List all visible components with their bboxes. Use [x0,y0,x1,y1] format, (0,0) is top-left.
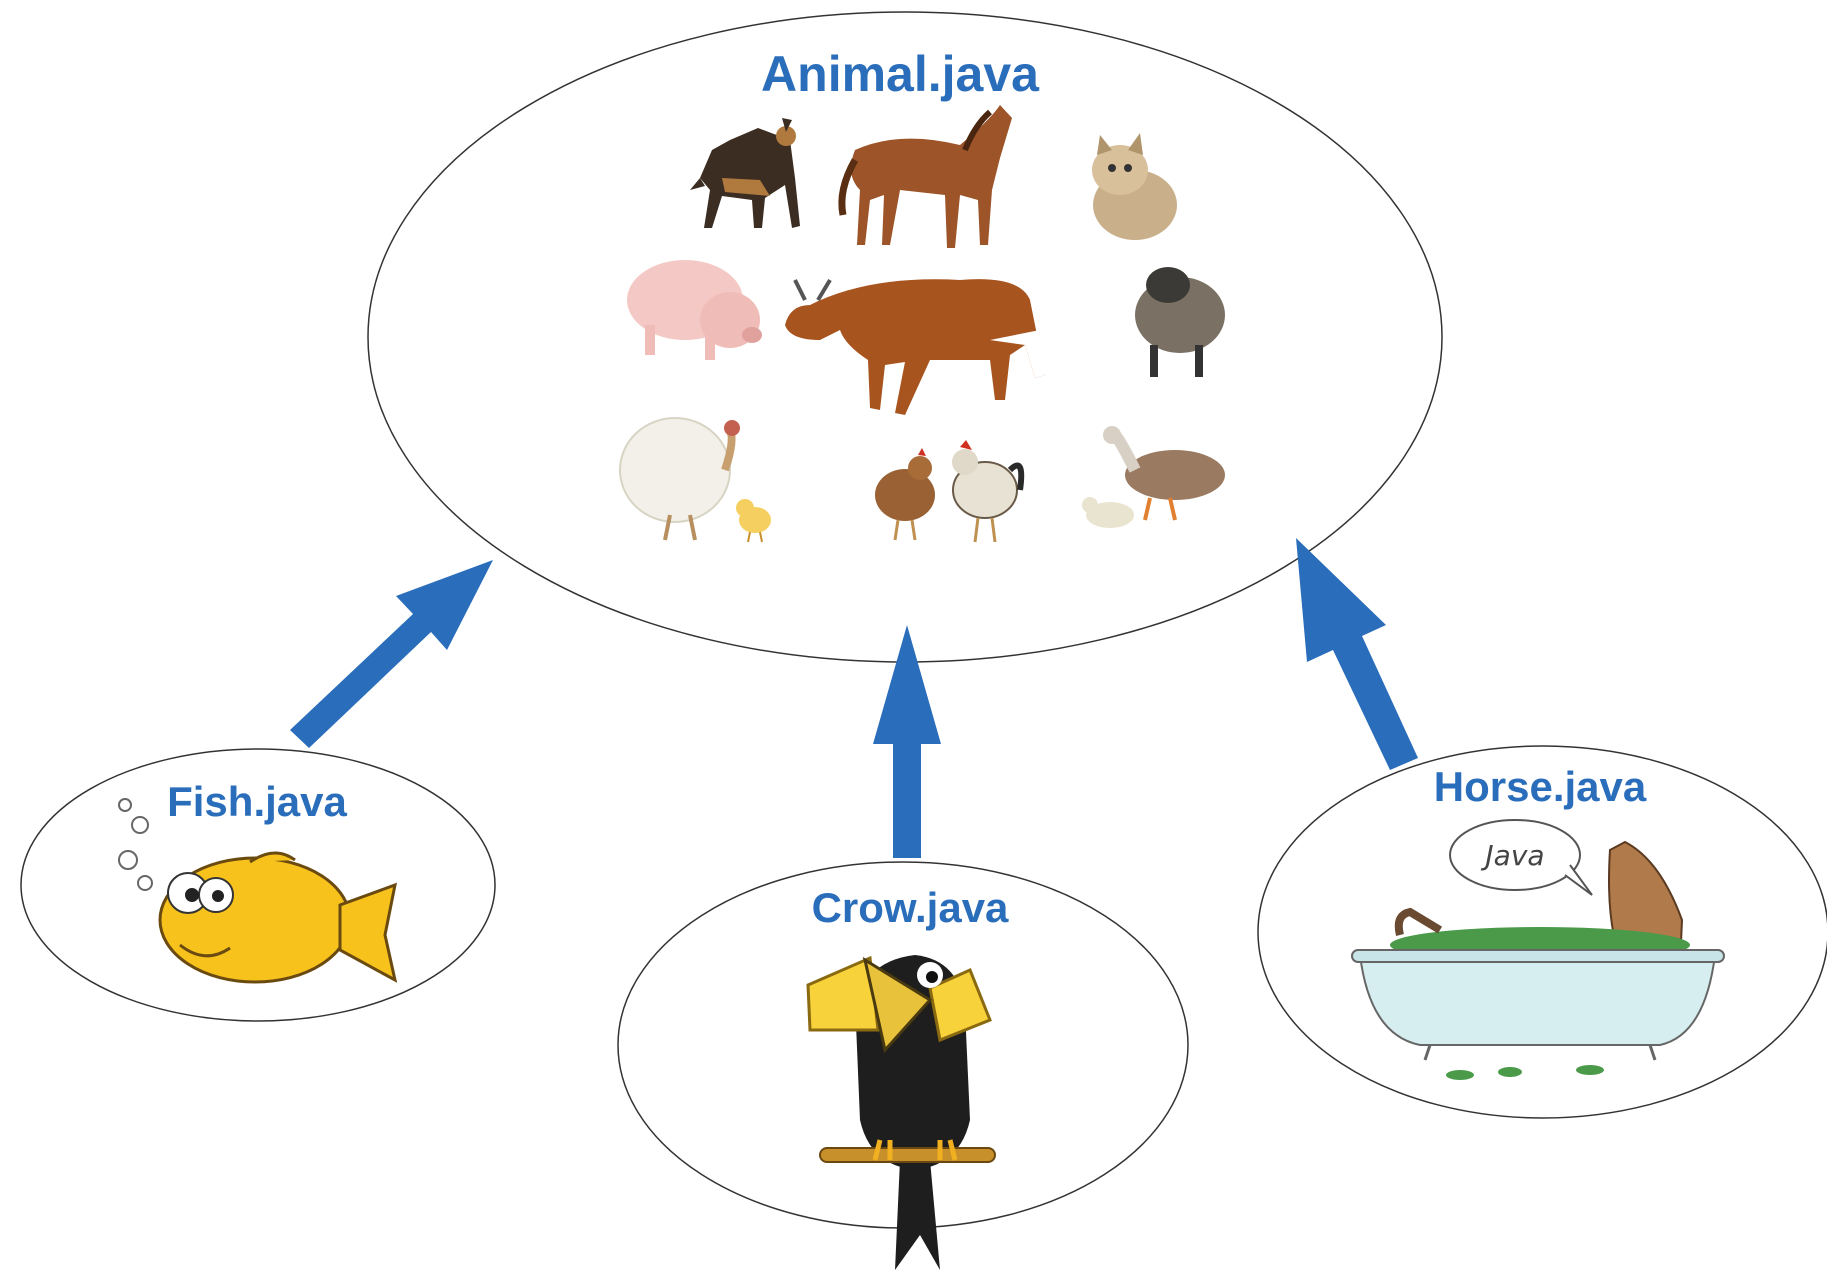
goose-illustration [1103,426,1225,521]
horse-illustration [838,105,1012,248]
animal-class-label: Animal.java [761,46,1040,102]
rooster-illustration [952,440,1025,543]
cow-illustration [785,278,1045,415]
fish-inherits-arrow [290,560,493,748]
fish-class-label: Fish.java [167,778,347,825]
speech-bubble-text: Java [1480,839,1544,872]
kitten-illustration [1092,133,1177,240]
horse-class-label: Horse.java [1434,763,1647,810]
crow-inherits-arrow [873,625,941,858]
turkey-illustration [619,417,740,541]
chick-illustration [736,499,771,543]
pig-illustration [627,260,762,360]
horse-bathtub-illustration: Java [1351,819,1725,1080]
gosling-illustration [1082,497,1134,528]
hen-illustration [875,448,935,541]
goldfish-illustration [118,798,398,984]
horse-inherits-arrow [1296,538,1418,770]
crow-illustration [806,955,996,1270]
speech-bubble: Java [1449,819,1593,896]
sheep-illustration [1135,267,1225,377]
dog-illustration [690,118,800,228]
crow-class-label: Crow.java [812,884,1009,931]
